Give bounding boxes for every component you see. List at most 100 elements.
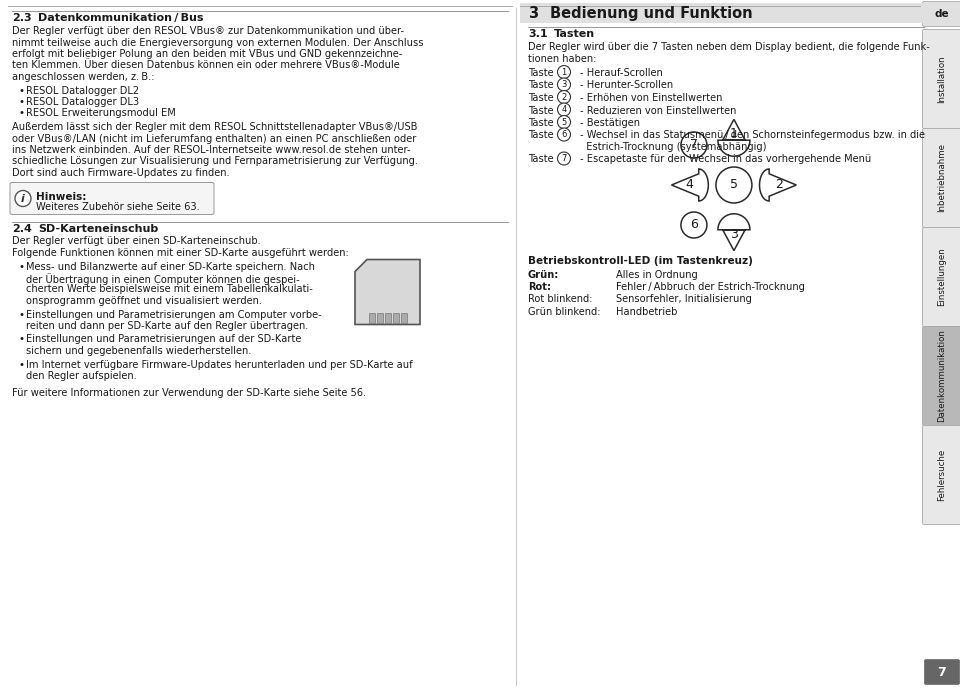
- Text: 5: 5: [562, 118, 566, 127]
- Circle shape: [558, 66, 570, 78]
- Text: 3: 3: [730, 228, 738, 241]
- Text: Betriebskontroll-LED (im Tastenkreuz): Betriebskontroll-LED (im Tastenkreuz): [528, 256, 753, 266]
- Text: Der Regler verfügt über den RESOL VBus® zur Datenkommunikation und über-: Der Regler verfügt über den RESOL VBus® …: [12, 26, 404, 36]
- FancyBboxPatch shape: [393, 313, 398, 322]
- Polygon shape: [759, 169, 797, 201]
- Text: - Herauf-Scrollen: - Herauf-Scrollen: [580, 68, 662, 78]
- FancyBboxPatch shape: [385, 313, 391, 322]
- Text: nimmt teilweise auch die Energieversorgung von externen Modulen. Der Anschluss: nimmt teilweise auch die Energieversorgu…: [12, 37, 423, 48]
- FancyBboxPatch shape: [923, 326, 960, 426]
- Circle shape: [558, 78, 570, 91]
- Polygon shape: [355, 259, 420, 324]
- Text: 7: 7: [690, 139, 698, 152]
- Text: den Regler aufspielen.: den Regler aufspielen.: [26, 371, 136, 381]
- Text: ten Klemmen. Über diesen Datenbus können ein oder mehrere VBus®-Module: ten Klemmen. Über diesen Datenbus können…: [12, 60, 399, 71]
- Text: - Reduzieren von Einstellwerten: - Reduzieren von Einstellwerten: [580, 105, 736, 116]
- Text: Tasten: Tasten: [554, 29, 595, 39]
- FancyBboxPatch shape: [923, 227, 960, 326]
- Text: sichern und gegebenenfalls wiederherstellen.: sichern und gegebenenfalls wiederherstel…: [26, 346, 252, 356]
- Text: 7: 7: [938, 665, 947, 678]
- Text: Datenkommunikation: Datenkommunikation: [938, 330, 947, 423]
- Text: 7: 7: [562, 154, 566, 163]
- Text: 1: 1: [562, 67, 566, 76]
- Text: Datenkommunikation / Bus: Datenkommunikation / Bus: [38, 13, 204, 23]
- Circle shape: [558, 91, 570, 103]
- Text: Weiteres Zubehör siehe Seite 63.: Weiteres Zubehör siehe Seite 63.: [36, 202, 200, 213]
- Text: erfolgt mit beliebiger Polung an den beiden mit VBus und GND gekennzeichne-: erfolgt mit beliebiger Polung an den bei…: [12, 49, 402, 59]
- Text: Einstellungen und Parametrisierungen auf der SD-Karte: Einstellungen und Parametrisierungen auf…: [26, 335, 301, 344]
- Text: - Escapetaste für den Wechsel in das vorhergehende Menü: - Escapetaste für den Wechsel in das vor…: [580, 155, 872, 164]
- Text: Alles in Ordnung: Alles in Ordnung: [616, 270, 698, 279]
- FancyBboxPatch shape: [923, 128, 960, 227]
- Text: reiten und dann per SD-Karte auf den Regler übertragen.: reiten und dann per SD-Karte auf den Reg…: [26, 321, 308, 331]
- Text: Rot blinkend:: Rot blinkend:: [528, 295, 592, 304]
- Text: Der Regler wird über die 7 Tasten neben dem Display bedient, die folgende Funk-: Der Regler wird über die 7 Tasten neben …: [528, 42, 930, 52]
- Text: Rot:: Rot:: [528, 282, 551, 292]
- Text: Inbetriebnahme: Inbetriebnahme: [938, 143, 947, 213]
- Text: Einstellungen: Einstellungen: [938, 247, 947, 306]
- Text: •: •: [18, 310, 24, 319]
- FancyBboxPatch shape: [376, 313, 382, 322]
- Text: Sensorfehler, Initialisierung: Sensorfehler, Initialisierung: [616, 295, 752, 304]
- Text: cherten Werte beispielsweise mit einem Tabellenkalkulati-: cherten Werte beispielsweise mit einem T…: [26, 285, 313, 295]
- Circle shape: [558, 103, 570, 116]
- Text: SD-Karteneinschub: SD-Karteneinschub: [38, 224, 158, 234]
- Text: •: •: [18, 85, 24, 96]
- Text: RESOL Datalogger DL2: RESOL Datalogger DL2: [26, 85, 139, 96]
- Polygon shape: [672, 169, 708, 201]
- Circle shape: [681, 212, 707, 238]
- Text: 3: 3: [562, 80, 566, 89]
- Text: schiedliche Lösungen zur Visualisierung und Fernparametrisierung zur Verfügung.: schiedliche Lösungen zur Visualisierung …: [12, 157, 418, 166]
- Circle shape: [716, 167, 752, 203]
- Text: 6: 6: [690, 218, 698, 231]
- Circle shape: [558, 152, 570, 165]
- Text: Grün:: Grün:: [528, 270, 560, 279]
- Text: 3: 3: [528, 6, 539, 21]
- Text: Hinweis:: Hinweis:: [36, 191, 86, 202]
- FancyBboxPatch shape: [520, 3, 924, 23]
- Text: ins Netzwerk einbinden. Auf der RESOL-Internetseite www.resol.de stehen unter-: ins Netzwerk einbinden. Auf der RESOL-In…: [12, 145, 411, 155]
- Text: 6: 6: [562, 130, 566, 139]
- Text: 2: 2: [562, 93, 566, 102]
- Text: Im Internet verfügbare Firmware-Updates herunterladen und per SD-Karte auf: Im Internet verfügbare Firmware-Updates …: [26, 360, 413, 369]
- Circle shape: [558, 116, 570, 128]
- Text: angeschlossen werden, z. B.:: angeschlossen werden, z. B.:: [12, 72, 155, 82]
- Text: Taste: Taste: [528, 105, 554, 116]
- FancyBboxPatch shape: [923, 1, 960, 26]
- Text: Taste: Taste: [528, 130, 554, 141]
- Text: onsprogramm geöffnet und visualisiert werden.: onsprogramm geöffnet und visualisiert we…: [26, 296, 262, 306]
- Text: Grün blinkend:: Grün blinkend:: [528, 307, 601, 317]
- Circle shape: [558, 128, 570, 141]
- Text: 4: 4: [685, 179, 693, 191]
- Text: Taste: Taste: [528, 118, 554, 128]
- Text: Estrich-Trocknung (systemabhängig): Estrich-Trocknung (systemabhängig): [580, 142, 766, 152]
- Text: - Wechsel in das Statusmenü / den Schornsteinfegermodus bzw. in die: - Wechsel in das Statusmenü / den Schorn…: [580, 130, 925, 141]
- Text: 4: 4: [562, 105, 566, 114]
- Text: - Herunter-Scrollen: - Herunter-Scrollen: [580, 80, 673, 91]
- Text: - Bestätigen: - Bestätigen: [580, 118, 640, 128]
- Text: Außerdem lässt sich der Regler mit dem RESOL Schnittstellenadapter VBus®/USB: Außerdem lässt sich der Regler mit dem R…: [12, 122, 418, 132]
- FancyBboxPatch shape: [10, 182, 214, 215]
- Text: Bedienung und Funktion: Bedienung und Funktion: [550, 6, 753, 21]
- Text: RESOL Erweiterungsmodul EM: RESOL Erweiterungsmodul EM: [26, 109, 176, 119]
- Text: Mess- und Bilanzwerte auf einer SD-Karte speichern. Nach: Mess- und Bilanzwerte auf einer SD-Karte…: [26, 261, 315, 272]
- Text: 2: 2: [775, 179, 782, 191]
- Text: Taste: Taste: [528, 80, 554, 91]
- FancyBboxPatch shape: [924, 660, 959, 685]
- Text: 1: 1: [730, 128, 738, 140]
- Text: Dort sind auch Firmware-Updates zu finden.: Dort sind auch Firmware-Updates zu finde…: [12, 168, 229, 178]
- Text: oder VBus®/LAN (nicht im Lieferumfang enthalten) an einen PC anschließen oder: oder VBus®/LAN (nicht im Lieferumfang en…: [12, 134, 417, 143]
- Text: Taste: Taste: [528, 155, 554, 164]
- Text: •: •: [18, 109, 24, 119]
- Text: Taste: Taste: [528, 93, 554, 103]
- Text: i: i: [21, 193, 25, 204]
- Text: Handbetrieb: Handbetrieb: [616, 307, 678, 317]
- Text: der Übertragung in einen Computer können die gespei-: der Übertragung in einen Computer können…: [26, 273, 300, 285]
- Text: 2.4: 2.4: [12, 224, 32, 234]
- Text: Taste: Taste: [528, 68, 554, 78]
- Text: •: •: [18, 261, 24, 272]
- Text: RESOL Datalogger DL3: RESOL Datalogger DL3: [26, 97, 139, 107]
- Text: Folgende Funktionen können mit einer SD-Karte ausgeführt werden:: Folgende Funktionen können mit einer SD-…: [12, 248, 348, 258]
- Text: - Erhöhen von Einstellwerten: - Erhöhen von Einstellwerten: [580, 93, 722, 103]
- Text: •: •: [18, 360, 24, 369]
